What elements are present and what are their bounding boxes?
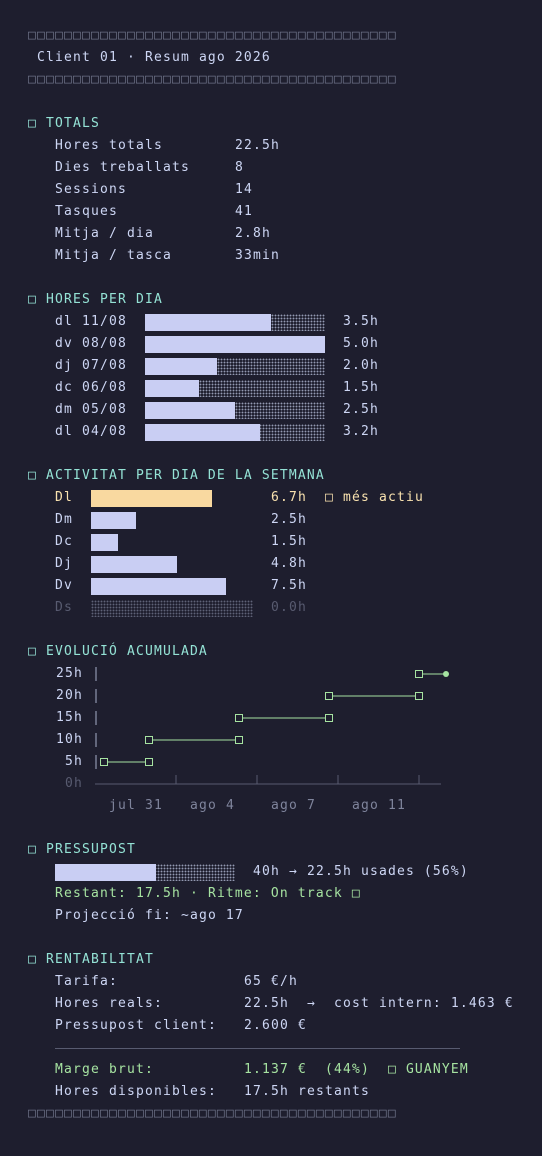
value-label: 2.5h bbox=[271, 512, 307, 527]
value-label: 3.5h bbox=[343, 314, 379, 329]
margin-value: 1.137 € (44%) □ GUANYEM bbox=[244, 1062, 469, 1077]
step-marker bbox=[100, 758, 108, 766]
step-marker bbox=[235, 714, 243, 722]
y-tick-label: 15h bbox=[56, 710, 83, 725]
bar bbox=[91, 490, 212, 507]
border: □□□□□□□□□□□□□□□□□□□□□□□□□□□□□□□□□□□□□□□□… bbox=[28, 28, 397, 43]
step-marker bbox=[325, 692, 333, 700]
bar bbox=[145, 380, 199, 397]
x-tick-label: ago 7 bbox=[271, 798, 316, 813]
day-label: dl 04/08 bbox=[55, 424, 127, 439]
budget-bar bbox=[55, 864, 157, 881]
value-label: 1.5h bbox=[343, 380, 379, 395]
step-marker bbox=[415, 670, 423, 678]
bar-track bbox=[91, 600, 253, 617]
weekday-label: Dv bbox=[55, 578, 73, 593]
bar bbox=[145, 402, 235, 419]
day-label: dc 06/08 bbox=[55, 380, 127, 395]
weekday-label: Dc bbox=[55, 534, 73, 549]
available-value: 17.5h restants bbox=[244, 1084, 370, 1099]
value-label: 1.5h bbox=[271, 534, 307, 549]
value-label: 6.7h bbox=[271, 490, 307, 505]
report-title: Client 01 · Resum ago 2026 bbox=[37, 50, 271, 65]
total-label: Mitja / dia bbox=[55, 226, 154, 241]
x-tick-label: ago 11 bbox=[352, 798, 406, 813]
step-marker bbox=[325, 714, 333, 722]
value-label: 2.0h bbox=[343, 358, 379, 373]
y-tick-label: 10h bbox=[56, 732, 83, 747]
border: □□□□□□□□□□□□□□□□□□□□□□□□□□□□□□□□□□□□□□□□… bbox=[28, 1106, 397, 1121]
value-label: 2.5h bbox=[343, 402, 379, 417]
x-tick-label: ago 4 bbox=[190, 798, 235, 813]
day-label: dv 08/08 bbox=[55, 336, 127, 351]
value-label: 0.0h bbox=[271, 600, 307, 615]
section-title: □ TOTALS bbox=[28, 116, 100, 131]
weekday-label: Dj bbox=[55, 556, 73, 571]
value-label: 7.5h bbox=[271, 578, 307, 593]
bar bbox=[91, 578, 226, 595]
border: □□□□□□□□□□□□□□□□□□□□□□□□□□□□□□□□□□□□□□□□… bbox=[28, 72, 397, 87]
day-label: dl 11/08 bbox=[55, 314, 127, 329]
total-label: Tasques bbox=[55, 204, 118, 219]
profit-value: 2.600 € bbox=[244, 1018, 307, 1033]
step-marker bbox=[145, 758, 153, 766]
section-title: □ RENTABILITAT bbox=[28, 952, 154, 967]
bar bbox=[91, 534, 118, 551]
separator bbox=[55, 1048, 460, 1049]
highlight-note: □ més actiu bbox=[325, 490, 424, 505]
bar bbox=[145, 314, 271, 331]
step-end bbox=[443, 671, 449, 677]
weekday-label: Dl bbox=[55, 490, 73, 505]
total-value: 2.8h bbox=[235, 226, 271, 241]
step-marker bbox=[145, 736, 153, 744]
budget-projection: Projecció fi: ~ago 17 bbox=[55, 908, 244, 923]
profit-label: Hores reals: bbox=[55, 996, 163, 1011]
total-value: 33min bbox=[235, 248, 280, 263]
total-value: 14 bbox=[235, 182, 253, 197]
day-label: dm 05/08 bbox=[55, 402, 127, 417]
section-title: □ PRESSUPOST bbox=[28, 842, 136, 857]
total-label: Hores totals bbox=[55, 138, 163, 153]
value-label: 3.2h bbox=[343, 424, 379, 439]
bar bbox=[91, 512, 136, 529]
y-tick-label: 20h bbox=[56, 688, 83, 703]
step-marker bbox=[235, 736, 243, 744]
y-tick-label: 25h bbox=[56, 666, 83, 681]
total-label: Dies treballats bbox=[55, 160, 190, 175]
budget-summary: 40h → 22.5h usades (56%) bbox=[253, 864, 469, 879]
margin-label: Marge brut: bbox=[55, 1062, 154, 1077]
step-marker bbox=[415, 692, 423, 700]
value-label: 5.0h bbox=[343, 336, 379, 351]
section-title: □ EVOLUCIÓ ACUMULADA bbox=[28, 644, 208, 659]
weekday-label: Ds bbox=[55, 600, 73, 615]
total-value: 41 bbox=[235, 204, 253, 219]
section-title: □ ACTIVITAT PER DIA DE LA SETMANA bbox=[28, 468, 325, 483]
bar bbox=[145, 424, 261, 441]
bar bbox=[145, 336, 325, 353]
profit-label: Pressupost client: bbox=[55, 1018, 217, 1033]
day-label: dj 07/08 bbox=[55, 358, 127, 373]
budget-status: Restant: 17.5h · Ritme: On track □ bbox=[55, 886, 361, 901]
y-tick-label: 5h bbox=[65, 754, 83, 769]
y-tick-label: 0h bbox=[65, 776, 83, 791]
profit-label: Tarifa: bbox=[55, 974, 118, 989]
section-title: □ HORES PER DIA bbox=[28, 292, 163, 307]
total-value: 8 bbox=[235, 160, 244, 175]
bar bbox=[145, 358, 217, 375]
profit-value: 65 €/h bbox=[244, 974, 298, 989]
total-label: Sessions bbox=[55, 182, 127, 197]
weekday-label: Dm bbox=[55, 512, 73, 527]
total-label: Mitja / tasca bbox=[55, 248, 172, 263]
profit-value: 22.5h → cost intern: 1.463 € bbox=[244, 996, 514, 1011]
x-tick-label: jul 31 bbox=[109, 798, 163, 813]
total-value: 22.5h bbox=[235, 138, 280, 153]
available-label: Hores disponibles: bbox=[55, 1084, 217, 1099]
bar bbox=[91, 556, 178, 573]
value-label: 4.8h bbox=[271, 556, 307, 571]
